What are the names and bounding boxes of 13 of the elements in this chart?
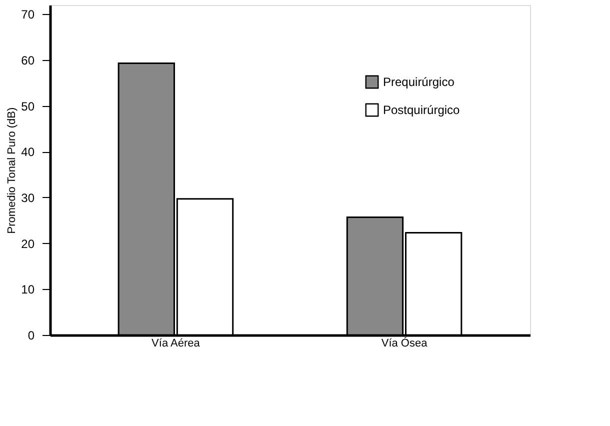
x-tick-label: Vía Ósea: [381, 336, 428, 350]
legend-label: Postquirúrgico: [383, 103, 460, 117]
y-tick-label: 50: [21, 99, 35, 114]
y-tick-label: 30: [21, 191, 35, 205]
x-tick-label: Vía Aérea: [152, 338, 201, 350]
y-tick-label: 20: [21, 236, 35, 251]
y-tick-label: 70: [21, 8, 35, 22]
y-tick-label: 0: [28, 328, 35, 342]
legend-label: Prequirúrgico: [383, 75, 455, 89]
y-tick-label: 40: [21, 145, 35, 160]
y-axis-title: Promedio Tonal Puro (dB): [6, 107, 18, 234]
y-tick-label: 10: [21, 282, 35, 297]
y-tick-label: 60: [21, 54, 35, 68]
